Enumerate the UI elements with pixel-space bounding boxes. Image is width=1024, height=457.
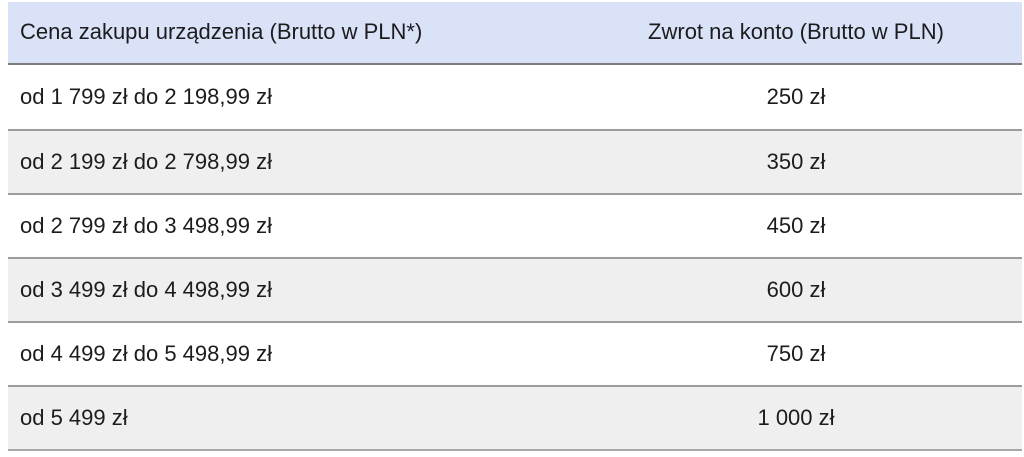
refund-cell: 1 000 zł	[757, 404, 835, 430]
table-row: od 5 499 zł 1 000 zł	[8, 385, 1022, 449]
table-row: od 2 799 zł do 3 498,99 zł 450 zł	[8, 193, 1022, 257]
price-range-cell: od 2 199 zł do 2 798,99 zł	[20, 148, 272, 174]
refund-cell: 350 zł	[766, 148, 826, 174]
refund-cell: 450 zł	[766, 212, 826, 238]
price-range-cell: od 4 499 zł do 5 498,99 zł	[20, 340, 272, 366]
cashback-price-table: Cena zakupu urządzenia (Brutto w PLN*) Z…	[8, 2, 1022, 451]
price-range-cell: od 2 799 zł do 3 498,99 zł	[20, 212, 272, 238]
refund-cell: 600 zł	[766, 276, 826, 302]
refund-cell: 250 zł	[766, 83, 826, 109]
column-header-refund: Zwrot na konto (Brutto w PLN)	[648, 19, 944, 45]
table-row: od 4 499 zł do 5 498,99 zł 750 zł	[8, 321, 1022, 385]
table-row: od 2 199 zł do 2 798,99 zł 350 zł	[8, 129, 1022, 193]
price-range-cell: od 3 499 zł do 4 498,99 zł	[20, 276, 272, 302]
price-range-cell: od 5 499 zł	[20, 404, 128, 430]
refund-cell: 750 zł	[766, 340, 826, 366]
table-header-row: Cena zakupu urządzenia (Brutto w PLN*) Z…	[8, 2, 1022, 65]
table-row: od 1 799 zł do 2 198,99 zł 250 zł	[8, 65, 1022, 129]
table-row: od 3 499 zł do 4 498,99 zł 600 zł	[8, 257, 1022, 321]
price-range-cell: od 1 799 zł do 2 198,99 zł	[20, 83, 272, 109]
column-header-purchase-price: Cena zakupu urządzenia (Brutto w PLN*)	[20, 19, 423, 45]
